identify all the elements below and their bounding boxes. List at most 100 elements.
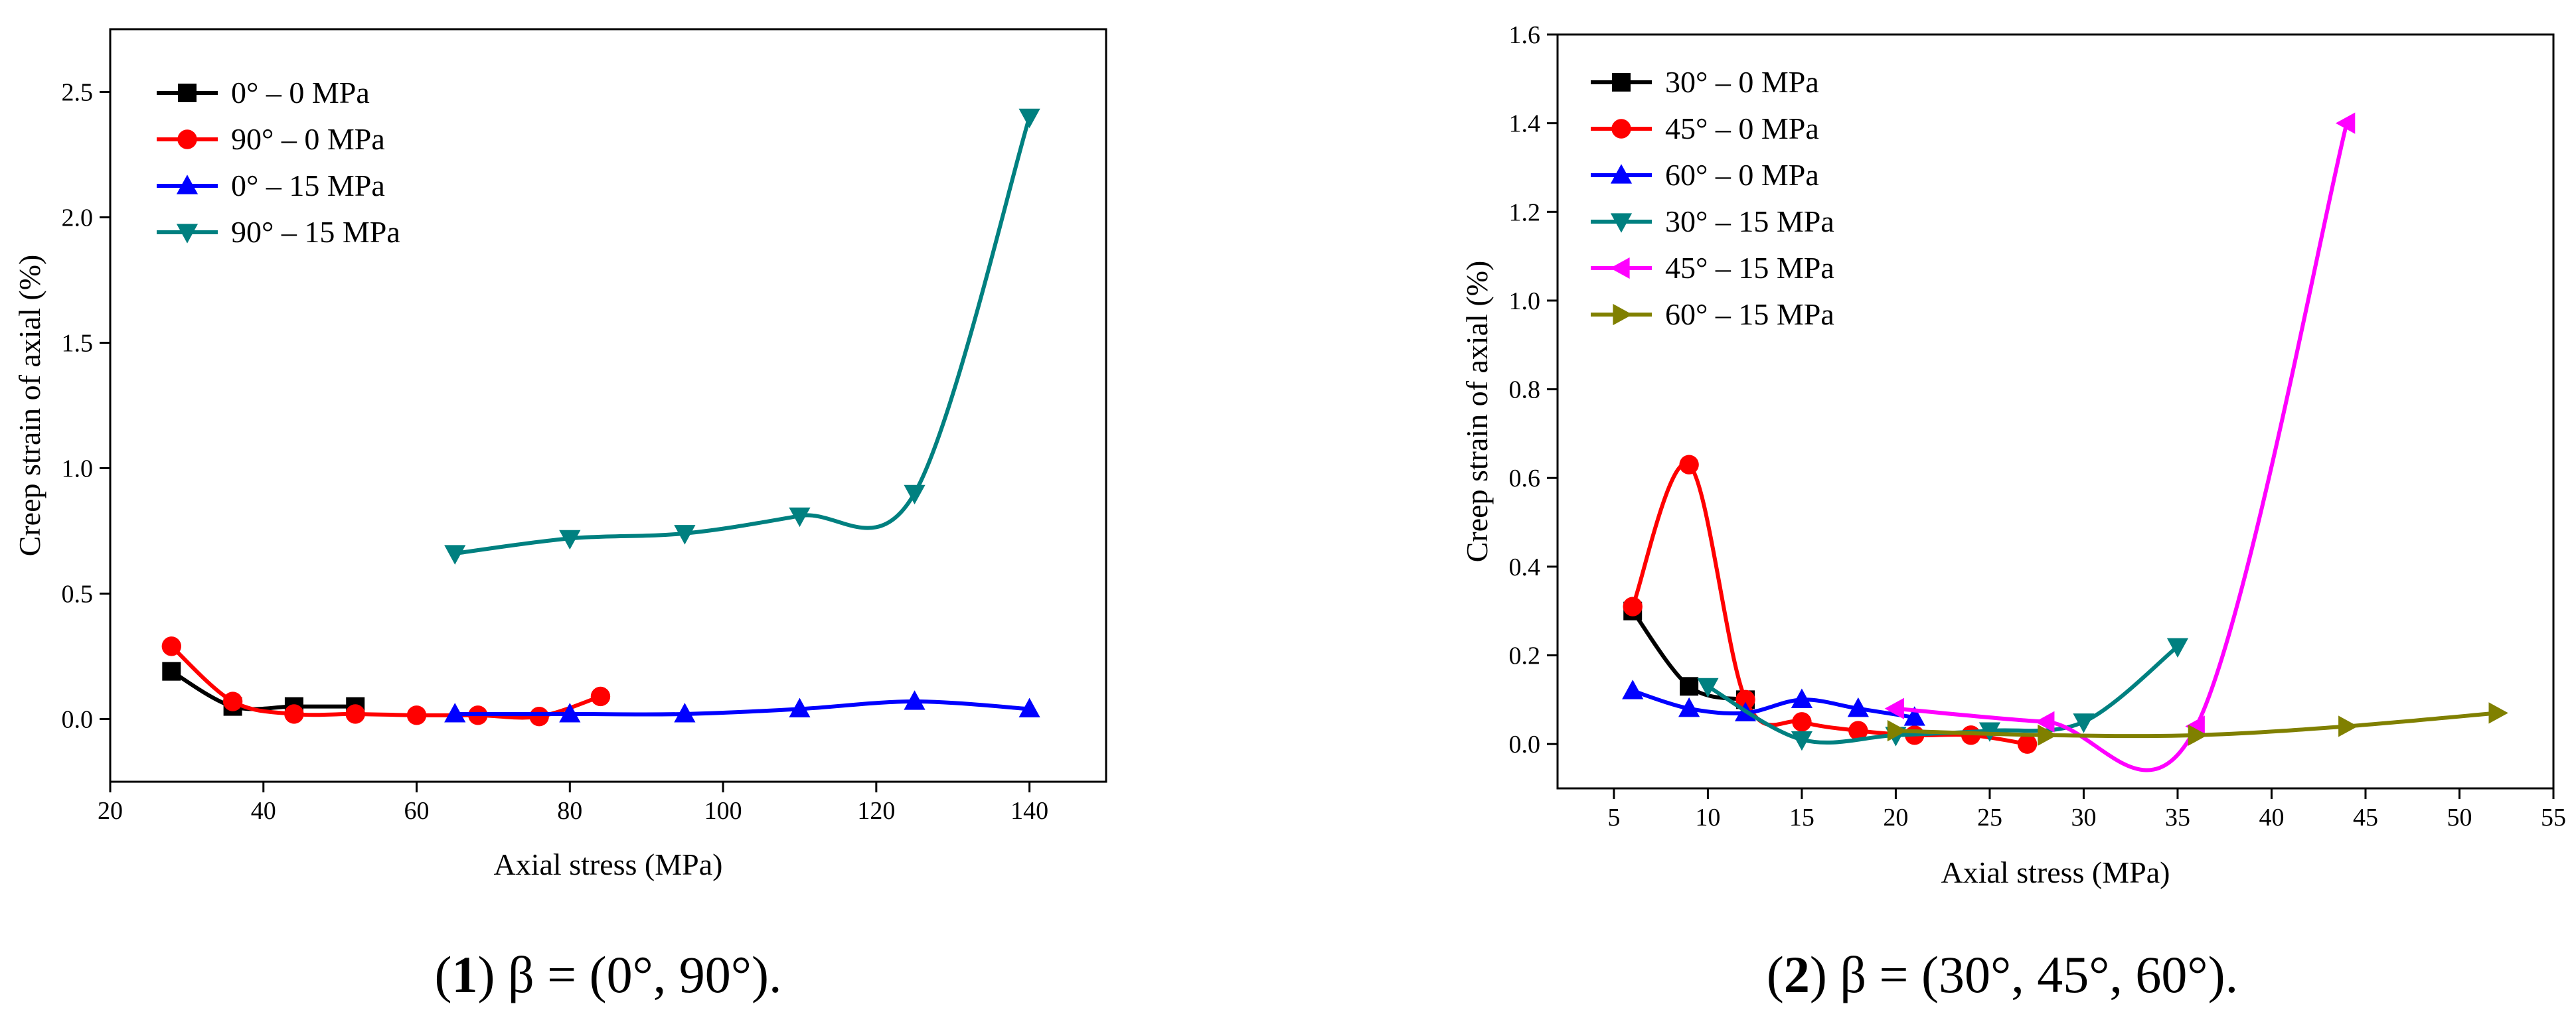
legend-marker-1-3 [176, 175, 199, 194]
caption-2: (2) β = (30°, 45°, 60°). [1767, 946, 2238, 1003]
legend-marker-2-2 [1611, 119, 1631, 139]
data-point-1-3-3 [674, 703, 696, 723]
legend-label-1-4: 90° – 15 MPa [231, 215, 400, 249]
x-tick-label-2-9: 50 [2447, 804, 2472, 832]
data-point-2-3-5 [1847, 697, 1869, 717]
data-point-2-3-4 [1791, 688, 1813, 708]
y-tick-label-2-0: 0.0 [1509, 731, 1541, 759]
series-line-2-5 [1893, 121, 2349, 772]
x-tick-label-2-4: 25 [1977, 804, 2002, 832]
data-point-2-1-2 [1680, 677, 1699, 696]
y-tick-label-1-5: 2.5 [62, 79, 94, 107]
legend-marker-2-6 [1613, 303, 1633, 326]
data-point-1-3-5 [904, 690, 926, 710]
data-point-2-4-2 [1791, 731, 1813, 751]
data-point-2-6-4 [2338, 715, 2358, 737]
data-point-2-2-4 [1792, 712, 1812, 732]
y-tick-label-1-0: 0.0 [62, 706, 94, 734]
y-tick-label-2-5: 1.0 [1509, 287, 1541, 315]
data-point-2-2-2 [1679, 455, 1699, 474]
series-line-2-4 [1706, 644, 2180, 745]
legend-label-1-2: 90° – 0 MPa [231, 122, 385, 156]
x-tick-label-2-6: 35 [2165, 804, 2190, 832]
chart-panel-1: 20 40 60 80 100 120 140 0.0 0.5 1.0 1.5 2.0 2.5 Axia… [13, 28, 1107, 1003]
data-point-1-2-2 [222, 691, 243, 711]
legend-marker-1-2 [177, 129, 197, 149]
series-line-1-3 [453, 699, 1032, 717]
x-tick-label-1-0: 20 [98, 797, 123, 825]
legend-marker-2-5 [1610, 257, 1630, 279]
x-tick-label-1-2: 60 [404, 797, 430, 825]
data-point-2-6-2 [2038, 724, 2057, 746]
caption-1: (1) β = (0°, 90°). [435, 946, 782, 1003]
data-point-2-6-5 [2488, 702, 2508, 724]
data-point-2-2-5 [1848, 721, 1868, 741]
x-tick-label-2-3: 20 [1883, 804, 1908, 832]
y-tick-label-2-7: 1.4 [1509, 110, 1541, 138]
data-point-1-4-4 [789, 507, 811, 528]
x-tick-label-2-1: 10 [1695, 804, 1720, 832]
legend-label-2-3: 60° – 0 MPa [1665, 158, 1819, 192]
chart-panel-2: 5 10 15 20 25 30 35 40 45 50 55 0.0 0.2 0.4 0.6 0.8 1.0 1… [1460, 21, 2566, 1003]
y-tick-label-2-4: 0.8 [1509, 376, 1541, 404]
data-point-2-3-2 [1678, 697, 1700, 717]
data-point-2-4-6 [2166, 638, 2189, 658]
data-point-1-3-6 [1018, 697, 1040, 717]
data-point-1-4-5 [904, 484, 926, 505]
series-line-1-1 [169, 669, 358, 711]
legend-label-2-6: 60° – 15 MPa [1665, 297, 1834, 331]
x-tick-label-2-2: 15 [1789, 804, 1814, 832]
data-point-2-4-1 [1697, 678, 1719, 698]
data-point-2-6-3 [2188, 724, 2208, 746]
data-point-2-6-1 [1887, 720, 1907, 742]
data-point-1-2-7 [529, 707, 549, 727]
y-tick-label-2-8: 1.6 [1509, 21, 1541, 49]
x-tick-label-2-7: 40 [2259, 804, 2284, 832]
data-point-1-2-5 [406, 705, 427, 725]
x-tick-label-1-5: 120 [857, 797, 895, 825]
data-point-1-1-1 [162, 662, 181, 681]
data-point-1-3-2 [559, 703, 581, 723]
data-point-1-4-6 [1018, 108, 1040, 129]
plot-frame-1 [109, 28, 1107, 783]
y-tick-label-1-1: 0.5 [62, 581, 94, 609]
legend-marker-2-3 [1610, 164, 1633, 184]
x-axis-label-1: Axial stress (MPa) [494, 847, 723, 881]
x-tick-label-1-3: 80 [557, 797, 582, 825]
caption-text-1: β = (0°, 90°). [495, 946, 781, 1003]
data-point-2-5-4 [2335, 112, 2356, 134]
data-point-1-3-1 [444, 703, 466, 723]
legend-marker-2-4 [1610, 213, 1633, 233]
x-axis-label-2: Axial stress (MPa) [1941, 855, 2170, 889]
data-point-1-4-3 [674, 525, 696, 545]
legend-label-1-1: 0° – 0 MPa [231, 76, 370, 109]
x-tick-label-1-4: 100 [704, 797, 742, 825]
caption-number-1: 1 [451, 946, 477, 1003]
y-tick-label-1-4: 2.0 [62, 204, 94, 232]
data-point-1-4-2 [559, 530, 581, 550]
series-line-1-4 [453, 115, 1032, 556]
x-tick-label-2-0: 5 [1607, 804, 1620, 832]
y-tick-label-2-2: 0.4 [1509, 553, 1541, 581]
legend-label-1-3: 0° – 15 MPa [231, 169, 385, 202]
y-tick-label-2-3: 0.6 [1509, 465, 1541, 492]
plot-frame-2 [1556, 33, 2555, 790]
legend-label-2-4: 30° – 15 MPa [1665, 204, 1834, 238]
legend-label-2-1: 30° – 0 MPa [1665, 65, 1819, 99]
y-axis-label-2: Creep strain of axial (%) [1460, 261, 1494, 563]
data-point-2-5-1 [1884, 697, 1905, 719]
data-point-1-2-1 [161, 636, 182, 656]
data-point-1-2-8 [590, 686, 611, 707]
x-tick-label-2-8: 45 [2353, 804, 2378, 832]
data-point-1-3-4 [789, 697, 811, 717]
data-point-1-2-4 [345, 704, 365, 724]
data-point-2-2-1 [1623, 597, 1643, 617]
y-tick-label-2-1: 0.2 [1509, 642, 1541, 670]
x-tick-label-1-1: 40 [251, 797, 276, 825]
series-line-2-3 [1631, 688, 1917, 720]
caption-text-2: β = (30°, 45°, 60°). [1827, 946, 2238, 1003]
data-point-2-3-1 [1622, 680, 1644, 699]
data-point-2-2-8 [2017, 734, 2038, 754]
legend-marker-2-1 [1612, 73, 1631, 92]
